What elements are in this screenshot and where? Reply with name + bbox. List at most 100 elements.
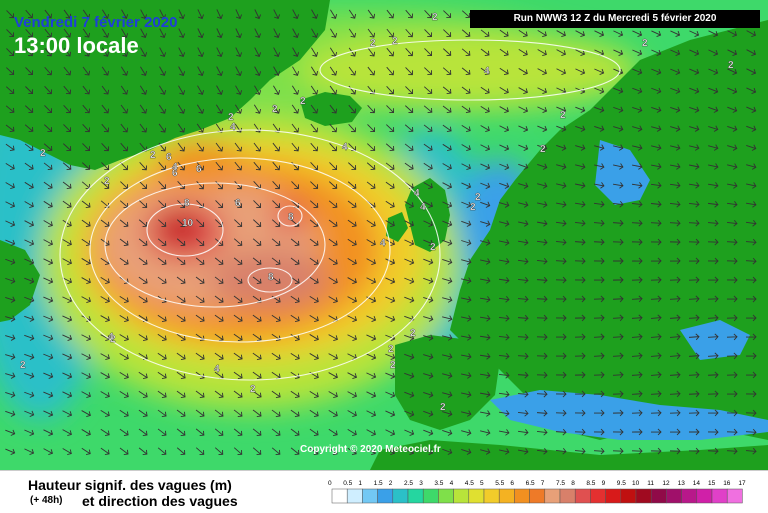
wave-direction-arrow (499, 220, 510, 227)
wave-direction-arrow (574, 276, 586, 284)
wave-direction-arrow (119, 334, 129, 342)
wave-direction-arrow (745, 220, 757, 227)
wave-direction-arrow (366, 334, 377, 341)
wave-direction-arrow (631, 276, 643, 284)
wave-direction-arrow (157, 314, 167, 323)
wave-direction-arrow (688, 352, 700, 360)
wave-direction-arrow (423, 143, 433, 152)
wave-direction-arrow (574, 409, 586, 417)
wave-direction-arrow (5, 258, 16, 265)
scale-tick-label: 6.5 (526, 480, 535, 487)
wave-direction-arrow (291, 181, 299, 190)
wave-direction-arrow (746, 163, 757, 170)
wave-direction-arrow (43, 334, 54, 341)
wave-direction-arrow (215, 161, 224, 171)
wave-direction-arrow (555, 257, 567, 265)
contour-label: 4 (108, 332, 114, 343)
wave-direction-arrow (726, 428, 738, 436)
wave-direction-arrow (480, 163, 491, 170)
wave-direction-arrow (689, 163, 700, 170)
wave-direction-arrow (537, 87, 548, 95)
wave-direction-arrow (82, 28, 91, 38)
wave-direction-arrow (632, 30, 643, 37)
wave-direction-arrow (669, 314, 681, 322)
wave-direction-arrow (253, 219, 262, 228)
wave-direction-arrow (5, 124, 15, 133)
wave-direction-arrow (235, 85, 243, 95)
wave-direction-arrow (197, 9, 204, 20)
wave-direction-arrow (178, 9, 185, 20)
scale-tick-label: 9 (602, 480, 606, 487)
wave-direction-arrow (745, 352, 757, 360)
wave-direction-arrow (746, 68, 757, 75)
wave-direction-arrow (178, 66, 186, 76)
wave-direction-arrow (195, 276, 205, 285)
wave-direction-arrow (480, 220, 491, 227)
wave-direction-arrow (632, 144, 643, 151)
wave-direction-arrow (101, 162, 110, 170)
landmass-iberia (395, 335, 500, 430)
wave-direction-arrow (330, 9, 338, 19)
contour-label: 2 (440, 402, 446, 413)
wave-direction-arrow (708, 49, 719, 56)
wave-direction-arrow (216, 85, 224, 95)
wave-direction-arrow (367, 28, 376, 38)
wave-direction-arrow (556, 201, 567, 208)
wave-direction-arrow (310, 104, 319, 114)
wave-direction-arrow (138, 371, 148, 380)
wave-direction-arrow (82, 85, 91, 95)
wave-direction-arrow (498, 391, 510, 398)
wave-direction-arrow (461, 258, 472, 265)
wave-direction-arrow (195, 447, 205, 456)
wave-direction-arrow (5, 162, 15, 171)
wave-direction-arrow (328, 200, 338, 209)
wave-direction-arrow (328, 391, 338, 399)
wave-direction-arrow (726, 238, 738, 246)
wave-direction-arrow (310, 142, 319, 152)
wave-direction-arrow (480, 429, 491, 436)
wave-direction-arrow (347, 181, 357, 190)
wave-direction-arrow (442, 372, 453, 379)
wave-direction-arrow (707, 428, 719, 436)
wave-direction-arrow (252, 238, 262, 247)
wave-direction-arrow (536, 314, 548, 322)
wave-direction-arrow (746, 87, 757, 94)
wave-direction-arrow (424, 29, 432, 38)
scale-tick-label: 6 (510, 480, 514, 487)
wave-direction-arrow (746, 49, 756, 57)
wave-direction-arrow (62, 200, 72, 209)
wave-direction-arrow (669, 295, 681, 303)
landmass-britain (405, 178, 450, 252)
wave-direction-arrow (631, 200, 643, 208)
wave-direction-arrow (159, 66, 167, 76)
contour-label: 6 (166, 152, 172, 163)
wave-direction-arrow (271, 276, 281, 285)
wave-direction-arrow (670, 144, 681, 151)
wave-direction-arrow (82, 104, 91, 114)
wave-direction-arrow (650, 238, 662, 246)
contour-label: 2 (430, 242, 436, 253)
wave-direction-arrow (43, 258, 54, 265)
wave-direction-arrow (100, 219, 110, 228)
wave-direction-arrow (537, 163, 548, 170)
contour-label: 2 (20, 360, 26, 371)
wave-direction-arrow (385, 277, 396, 284)
wave-direction-arrow (612, 447, 624, 455)
wave-direction-arrow (707, 390, 719, 398)
wave-direction-arrow (157, 333, 167, 342)
wave-direction-arrow (650, 314, 662, 322)
wave-direction-arrow (574, 295, 586, 303)
wave-direction-arrow (385, 296, 396, 303)
wave-direction-arrow (290, 295, 300, 304)
contour-label: 8 (184, 198, 190, 209)
wave-direction-arrow (291, 142, 300, 152)
wave-direction-arrow (366, 181, 376, 190)
wave-direction-arrow (423, 372, 434, 379)
wave-direction-arrow (216, 28, 223, 39)
wave-direction-arrow (461, 29, 471, 38)
wave-direction-arrow (25, 67, 33, 76)
wave-direction-arrow (62, 239, 72, 247)
wave-direction-arrow (253, 123, 262, 133)
wave-direction-arrow (651, 68, 662, 75)
wave-direction-arrow (197, 28, 204, 39)
